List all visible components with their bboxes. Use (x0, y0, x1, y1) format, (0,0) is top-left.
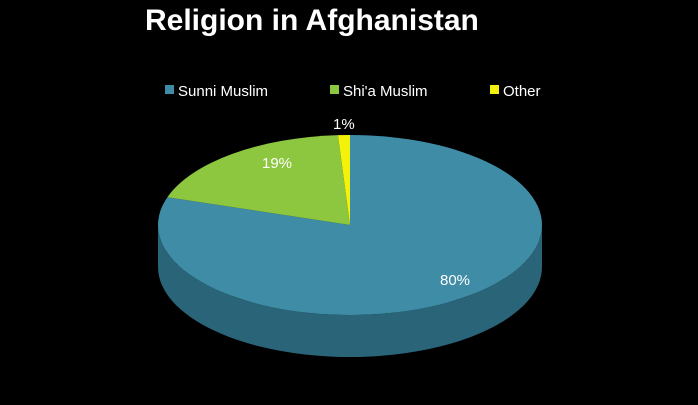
legend: Sunni Muslim Shi'a Muslim Other (165, 83, 541, 100)
legend-label-other: Other (503, 83, 541, 100)
pie-sides (158, 225, 542, 357)
legend-swatch-sunni-muslim (165, 85, 174, 94)
legend-swatch-shia-muslim (330, 85, 339, 94)
legend-label-shia-muslim: Shi'a Muslim (343, 83, 428, 100)
data-label-shia-muslim: 19% (262, 155, 292, 172)
pie-side-sunni-muslim (158, 225, 542, 357)
legend-swatch-other (490, 85, 499, 94)
data-labels: 80% 19% 1% (262, 116, 470, 289)
legend-label-sunni-muslim: Sunni Muslim (178, 83, 268, 100)
pie-slice-shia-muslim (167, 135, 350, 225)
pie-slice-other (337, 135, 350, 225)
data-label-sunni-muslim: 80% (440, 272, 470, 289)
data-label-other: 1% (333, 116, 355, 133)
chart-title: Religion in Afghanistan (145, 4, 479, 37)
pie-tops (158, 135, 543, 315)
